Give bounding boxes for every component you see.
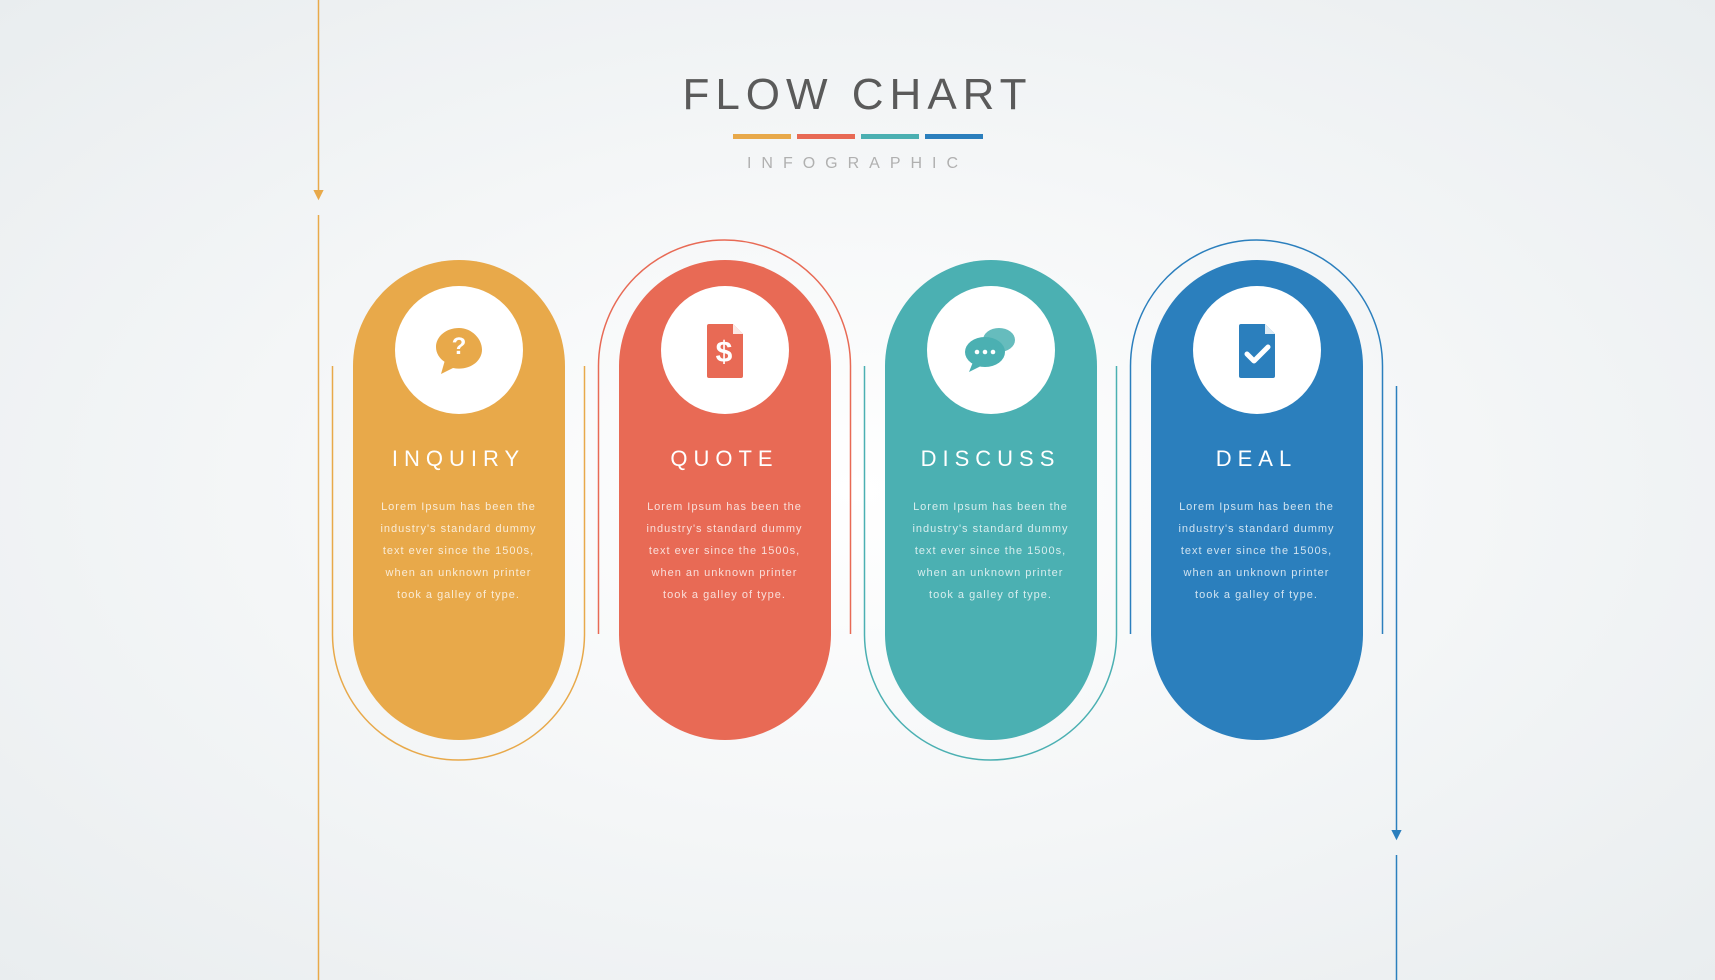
stage-body: Lorem Ipsum has been the industry's stan… bbox=[885, 496, 1097, 606]
title-underline bbox=[0, 134, 1715, 139]
stage-discuss: DISCUSS Lorem Ipsum has been the industry… bbox=[885, 260, 1097, 740]
stage-label: DEAL bbox=[1216, 446, 1297, 472]
stage-label: QUOTE bbox=[670, 446, 778, 472]
stages-row: ? INQUIRY Lorem Ipsum has been the indust… bbox=[353, 260, 1363, 740]
stage-body: Lorem Ipsum has been the industry's stan… bbox=[619, 496, 831, 606]
underline-segment bbox=[733, 134, 791, 139]
dollar-doc-icon: $ bbox=[661, 286, 789, 414]
header: FLOW CHART INFOGRAPHIC bbox=[0, 70, 1715, 173]
page-subtitle: INFOGRAPHIC bbox=[0, 155, 1715, 173]
chat-bubbles-icon bbox=[927, 286, 1055, 414]
question-bubble-icon: ? bbox=[395, 286, 523, 414]
stage-label: DISCUSS bbox=[921, 446, 1061, 472]
stage-deal: DEAL Lorem Ipsum has been the industry's … bbox=[1151, 260, 1363, 740]
underline-segment bbox=[861, 134, 919, 139]
page-title: FLOW CHART bbox=[0, 70, 1715, 120]
stage-body: Lorem Ipsum has been the industry's stan… bbox=[1151, 496, 1363, 606]
svg-text:?: ? bbox=[451, 333, 466, 360]
svg-text:$: $ bbox=[715, 336, 732, 369]
stage-quote: $ QUOTE Lorem Ipsum has been the industry… bbox=[619, 260, 831, 740]
underline-segment bbox=[925, 134, 983, 139]
stage-inquiry: ? INQUIRY Lorem Ipsum has been the indust… bbox=[353, 260, 565, 740]
stage-label: INQUIRY bbox=[392, 446, 525, 472]
stage-body: Lorem Ipsum has been the industry's stan… bbox=[353, 496, 565, 606]
underline-segment bbox=[797, 134, 855, 139]
check-doc-icon bbox=[1193, 286, 1321, 414]
